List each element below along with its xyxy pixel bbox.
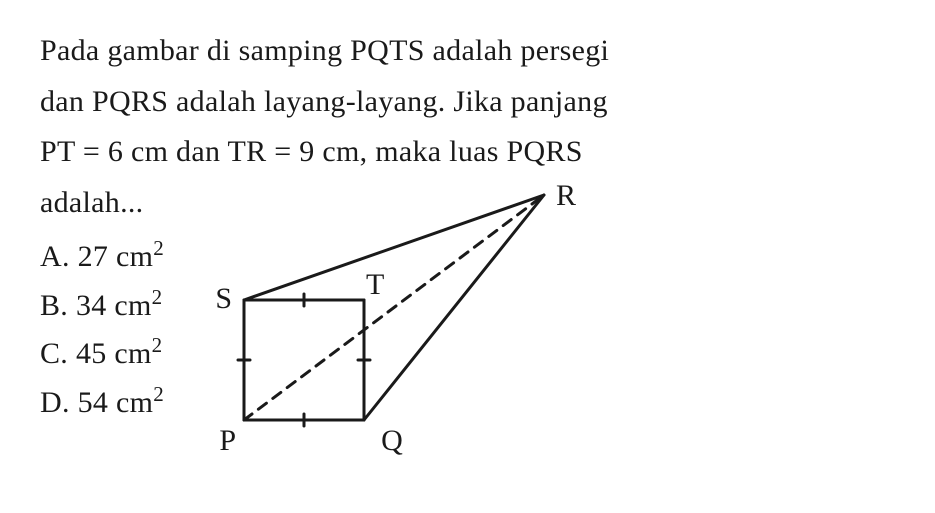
option-d-value: 54 cm xyxy=(78,386,154,419)
option-a: A. 27 cm2 xyxy=(40,232,164,281)
question-line-3: PT = 6 cm dan TR = 9 cm, maka luas PQRS xyxy=(40,129,895,176)
option-b-label: B. xyxy=(40,289,68,322)
svg-text:R: R xyxy=(556,179,576,212)
option-b-exp: 2 xyxy=(152,285,163,309)
option-d: D. 54 cm2 xyxy=(40,378,164,427)
option-a-value: 27 cm xyxy=(78,240,154,273)
question-line-1: Pada gambar di samping PQTS adalah perse… xyxy=(40,28,895,75)
option-c-label: C. xyxy=(40,337,68,370)
question-line-2: dan PQRS adalah layang-layang. Jika panj… xyxy=(40,79,895,126)
svg-text:T: T xyxy=(366,268,384,301)
option-b-value: 34 cm xyxy=(76,289,152,322)
option-b: B. 34 cm2 xyxy=(40,281,164,330)
option-c: C. 45 cm2 xyxy=(40,329,164,378)
diagram-svg: P Q S T R xyxy=(184,180,604,460)
options-list: A. 27 cm2 B. 34 cm2 C. 45 cm2 D. 54 cm2 xyxy=(40,230,164,426)
geometry-diagram: P Q S T R xyxy=(184,180,895,460)
svg-text:Q: Q xyxy=(381,424,403,457)
option-c-value: 45 cm xyxy=(76,337,152,370)
option-c-exp: 2 xyxy=(152,333,163,357)
option-a-label: A. xyxy=(40,240,70,273)
option-d-exp: 2 xyxy=(153,382,164,406)
option-a-exp: 2 xyxy=(153,236,164,260)
svg-text:S: S xyxy=(215,282,232,315)
question-line-4: adalah... xyxy=(40,180,164,227)
option-d-label: D. xyxy=(40,386,70,419)
svg-text:P: P xyxy=(219,424,236,457)
